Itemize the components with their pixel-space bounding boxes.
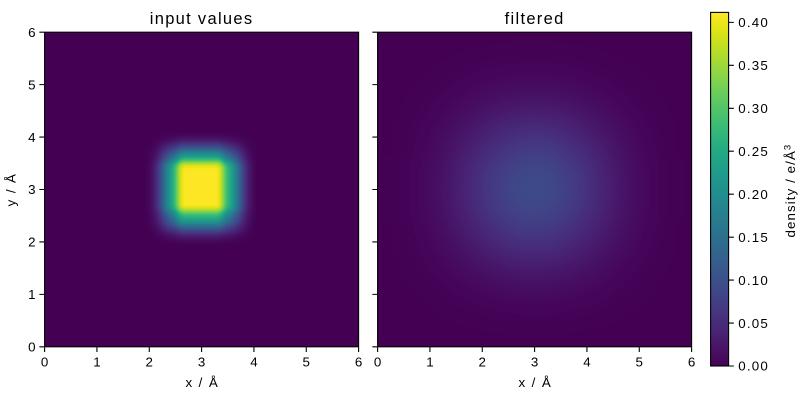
svg-text:3: 3 [28, 182, 35, 197]
svg-text:2: 2 [28, 235, 35, 250]
svg-text:0: 0 [374, 354, 381, 369]
svg-text:1: 1 [28, 287, 35, 302]
svg-text:4: 4 [28, 130, 36, 145]
svg-text:6: 6 [355, 354, 362, 369]
svg-text:4: 4 [250, 354, 258, 369]
svg-text:5: 5 [28, 77, 35, 92]
svg-text:0: 0 [41, 354, 48, 369]
svg-text:6: 6 [688, 354, 695, 369]
svg-text:3: 3 [198, 354, 205, 369]
svg-text:0.20: 0.20 [738, 187, 769, 202]
svg-text:5: 5 [636, 354, 643, 369]
svg-text:x / Å: x / Å [518, 375, 552, 390]
svg-text:4: 4 [583, 354, 591, 369]
svg-text:density / e/Å3: density / e/Å3 [782, 145, 798, 238]
svg-text:0.10: 0.10 [738, 273, 769, 288]
svg-text:0: 0 [28, 340, 35, 355]
svg-text:0.00: 0.00 [738, 359, 769, 374]
svg-text:input values: input values [150, 10, 254, 28]
svg-text:2: 2 [146, 354, 153, 369]
svg-text:0.35: 0.35 [738, 58, 769, 73]
svg-text:1: 1 [93, 354, 100, 369]
svg-text:y / Å: y / Å [4, 173, 19, 207]
svg-text:0.30: 0.30 [738, 101, 769, 116]
svg-text:0.05: 0.05 [738, 316, 769, 331]
svg-text:filtered: filtered [505, 10, 565, 28]
svg-text:5: 5 [303, 354, 310, 369]
svg-text:1: 1 [426, 354, 433, 369]
svg-text:6: 6 [28, 25, 35, 40]
svg-text:0.15: 0.15 [738, 230, 769, 245]
svg-text:2: 2 [479, 354, 486, 369]
svg-text:3: 3 [531, 354, 538, 369]
svg-text:x / Å: x / Å [185, 375, 219, 390]
svg-text:0.40: 0.40 [738, 15, 769, 30]
svg-text:0.25: 0.25 [738, 144, 769, 159]
